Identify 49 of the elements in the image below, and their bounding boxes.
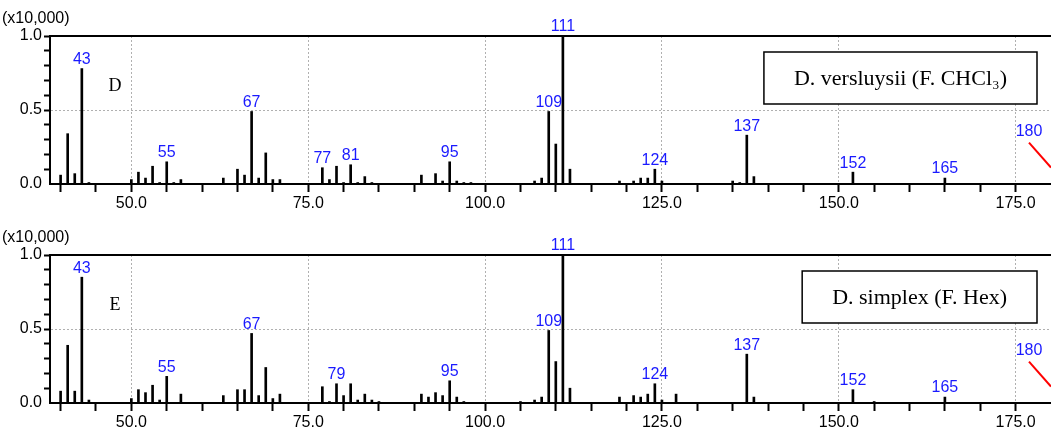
annotation: 180 <box>1015 122 1043 140</box>
y-tick-label: 0.5 <box>19 319 43 337</box>
annotation: D <box>108 74 122 95</box>
annotation: 95 <box>440 362 459 380</box>
annotation: 137 <box>733 116 761 134</box>
x-tick-label: 50.0 <box>115 413 148 431</box>
y-tick-label: 0.5 <box>19 100 43 118</box>
x-tick-label: 50.0 <box>115 194 148 212</box>
annotation: 95 <box>440 143 459 161</box>
annotation: 165 <box>931 159 959 177</box>
annotation: 152 <box>839 371 867 389</box>
x-tick-label: 100.0 <box>465 413 506 431</box>
annotation: 124 <box>641 365 669 383</box>
x-tick-label: 75.0 <box>292 194 324 212</box>
annotation: 55 <box>157 143 176 161</box>
y-axis-title: (x10,000) <box>2 228 70 246</box>
text: D. versluysii (F. CHCl₃) <box>793 64 1008 90</box>
annotation: 111 <box>550 236 576 254</box>
annotation: 111 <box>550 17 576 35</box>
annotation: 43 <box>72 49 91 67</box>
annotation: 81 <box>341 146 360 164</box>
y-tick-label: 1.0 <box>19 26 43 44</box>
x-tick-label: 100.0 <box>465 194 506 212</box>
x-tick-label: 150.0 <box>818 194 859 212</box>
annotation: E <box>109 293 121 314</box>
x-tick-label: 150.0 <box>818 413 859 431</box>
annotation: 180 <box>1015 341 1043 359</box>
x-tick-label: 125.0 <box>641 413 683 431</box>
annotation: 109 <box>535 92 563 110</box>
x-tick-label: 75.0 <box>292 413 324 431</box>
annotation: 77 <box>313 149 332 167</box>
y-axis-title: (x10,000) <box>2 9 70 27</box>
annotation: 79 <box>327 365 346 383</box>
x-tick-label: 175.0 <box>995 413 1036 431</box>
y-tick-label: 0.0 <box>19 393 43 411</box>
text: D. simplex (F. Hex) <box>832 283 1008 309</box>
y-tick-label: 1.0 <box>19 245 43 263</box>
annotation: 165 <box>931 378 959 396</box>
annotation: 67 <box>242 314 261 332</box>
annotation: 43 <box>72 258 91 276</box>
annotation: 152 <box>839 153 867 171</box>
annotation: 67 <box>242 92 261 110</box>
y-tick-label: 0.0 <box>19 174 43 192</box>
annotation: 124 <box>641 150 669 168</box>
x-tick-label: 175.0 <box>995 194 1036 212</box>
x-tick-label: 125.0 <box>641 194 683 212</box>
annotation: 109 <box>535 311 563 329</box>
annotation: 137 <box>733 335 761 353</box>
annotation: 55 <box>157 357 176 375</box>
